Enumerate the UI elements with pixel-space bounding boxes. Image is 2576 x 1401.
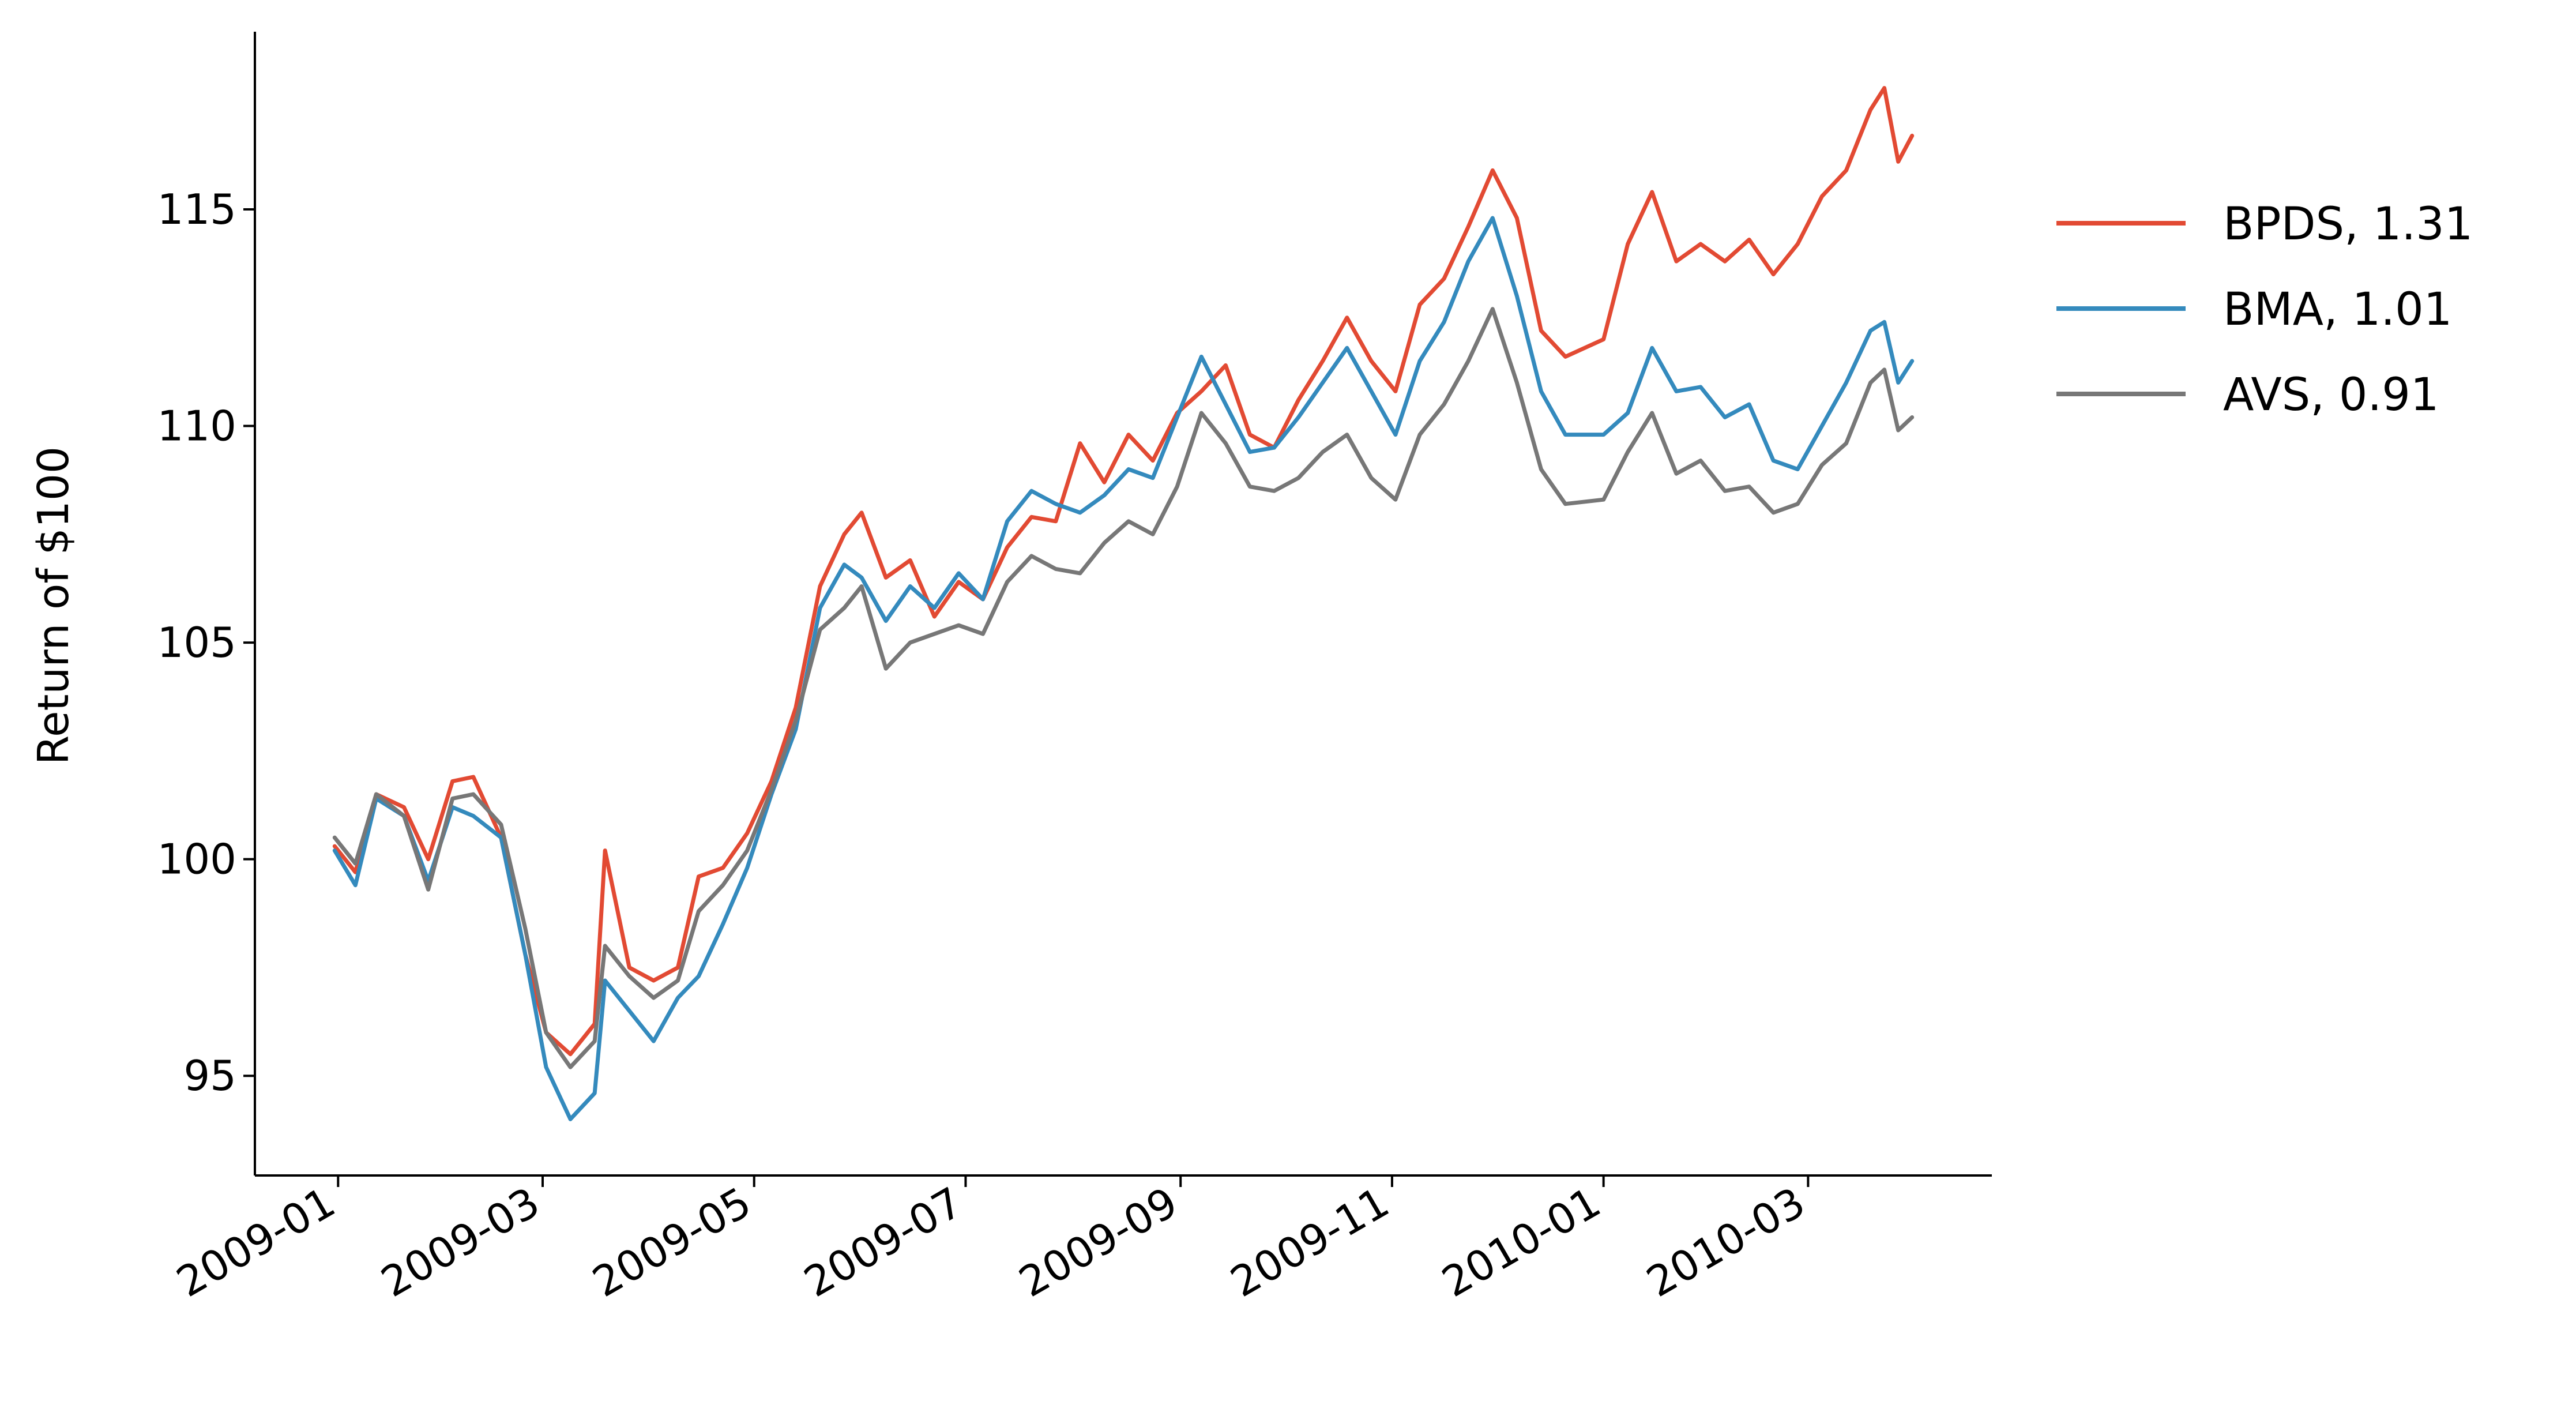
x-tick-label-6: 2009-11 xyxy=(1223,1178,1397,1306)
axes-layer xyxy=(254,32,1992,1177)
y-tick-label-4: 110 xyxy=(157,402,236,450)
legend-label-1: BPDS, 1.31 xyxy=(2223,198,2473,250)
legend-label-3: AVS, 0.91 xyxy=(2223,369,2439,421)
x-tick-label-8: 2010-03 xyxy=(1638,1178,1813,1306)
x-tick-label-4: 2009-07 xyxy=(796,1178,971,1306)
series-line-3 xyxy=(332,307,1915,1069)
series-layer xyxy=(332,86,1915,1121)
series-line-1 xyxy=(332,86,1915,1057)
legend-label-2: BMA, 1.01 xyxy=(2223,284,2452,336)
y-tick-label-1: 95 xyxy=(183,1051,236,1100)
x-tick-label-5: 2009-09 xyxy=(1011,1178,1186,1306)
x-tick-label-3: 2009-05 xyxy=(585,1178,759,1306)
y-tick-label-2: 100 xyxy=(157,835,236,884)
legend: BPDS, 1.31 BMA, 1.01 AVS, 0.91 xyxy=(2056,198,2473,421)
series-line-2 xyxy=(332,216,1915,1121)
y-tick-label-3: 105 xyxy=(157,618,236,667)
x-tick-label-2: 2009-03 xyxy=(373,1178,548,1306)
x-tick-label-7: 2010-01 xyxy=(1434,1178,1609,1306)
y-tick-label-5: 115 xyxy=(157,185,236,234)
y-axis-title: Return of $100 xyxy=(29,446,78,765)
x-tick-label-1: 2009-01 xyxy=(168,1178,343,1306)
